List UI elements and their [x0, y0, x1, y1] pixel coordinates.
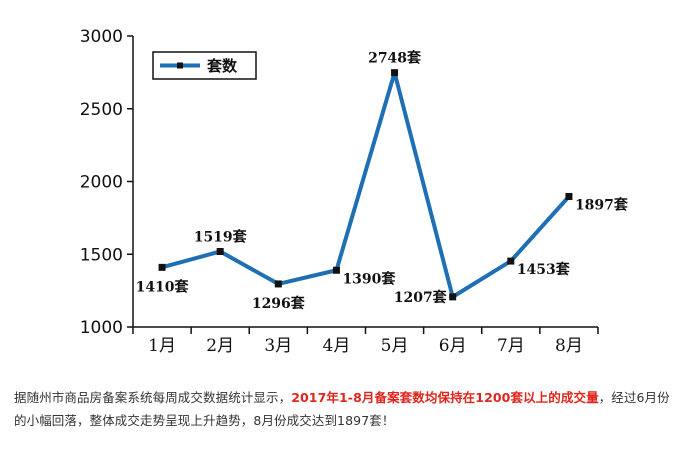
- data-label: 1390套: [342, 270, 395, 287]
- legend-marker-icon: [177, 62, 183, 69]
- data-label: 1453套: [517, 261, 570, 278]
- data-point: [449, 293, 457, 301]
- caption-text: 据随州市商品房备案系统每周成交数据统计显示，2017年1-8月备案套数均保持在1…: [14, 386, 672, 432]
- data-point: [274, 280, 282, 288]
- data-label: 1410套: [136, 278, 189, 295]
- y-tick-label: 3000: [80, 27, 123, 47]
- data-point: [507, 257, 515, 265]
- caption-part2: ，经过6月份的小幅回落，整体成交走势呈现上升趋势，8月份成交达到1897套！: [14, 390, 670, 428]
- data-label: 1897套: [575, 196, 628, 213]
- series-line: [161, 70, 571, 299]
- data-point: [565, 192, 573, 200]
- x-tick-label: 4月: [323, 336, 351, 356]
- x-tick-label: 1月: [148, 336, 176, 356]
- caption-part1: 据随州市商品房备案系统每周成交数据统计显示，: [14, 390, 292, 405]
- data-point: [216, 247, 224, 255]
- legend-label: 套数: [206, 57, 238, 75]
- data-label: 1519套: [194, 228, 247, 245]
- y-axis: 1000 1500 2000 2500 3000: [80, 27, 134, 338]
- x-tick-label: 8月: [555, 336, 583, 356]
- data-point: [332, 266, 340, 274]
- legend: 套数: [152, 51, 257, 80]
- data-label: 2748套: [368, 50, 421, 67]
- x-tick-label: 6月: [439, 336, 467, 356]
- y-tick-label: 2500: [80, 100, 123, 120]
- data-point: [158, 263, 166, 271]
- y-tick-label: 1500: [80, 245, 123, 265]
- x-axis: 1月 2月 3月 4月 5月 6月 7月 8月: [132, 326, 599, 356]
- x-tick-label: 7月: [497, 336, 525, 356]
- data-label: 1207套: [394, 289, 447, 306]
- y-tick-label: 1000: [80, 318, 123, 338]
- data-point: [391, 69, 399, 77]
- x-tick-label: 2月: [206, 336, 234, 356]
- series-套数: 1410套 1519套 1296套 1390套 2748套 1207套 1453套 1897套: [136, 50, 628, 312]
- line-chart: 1000 1500 2000 2500 3000 1月 2月 3月 4月 5月 6月 7月 8月 套数…: [80, 27, 628, 356]
- y-tick-label: 2000: [80, 173, 123, 193]
- data-label: 1296套: [252, 295, 305, 312]
- caption-highlight: 2017年1-8月备案套数均保持在1200套以上的成交量: [291, 390, 599, 405]
- x-tick-label: 5月: [381, 336, 409, 356]
- x-tick-label: 3月: [264, 336, 292, 356]
